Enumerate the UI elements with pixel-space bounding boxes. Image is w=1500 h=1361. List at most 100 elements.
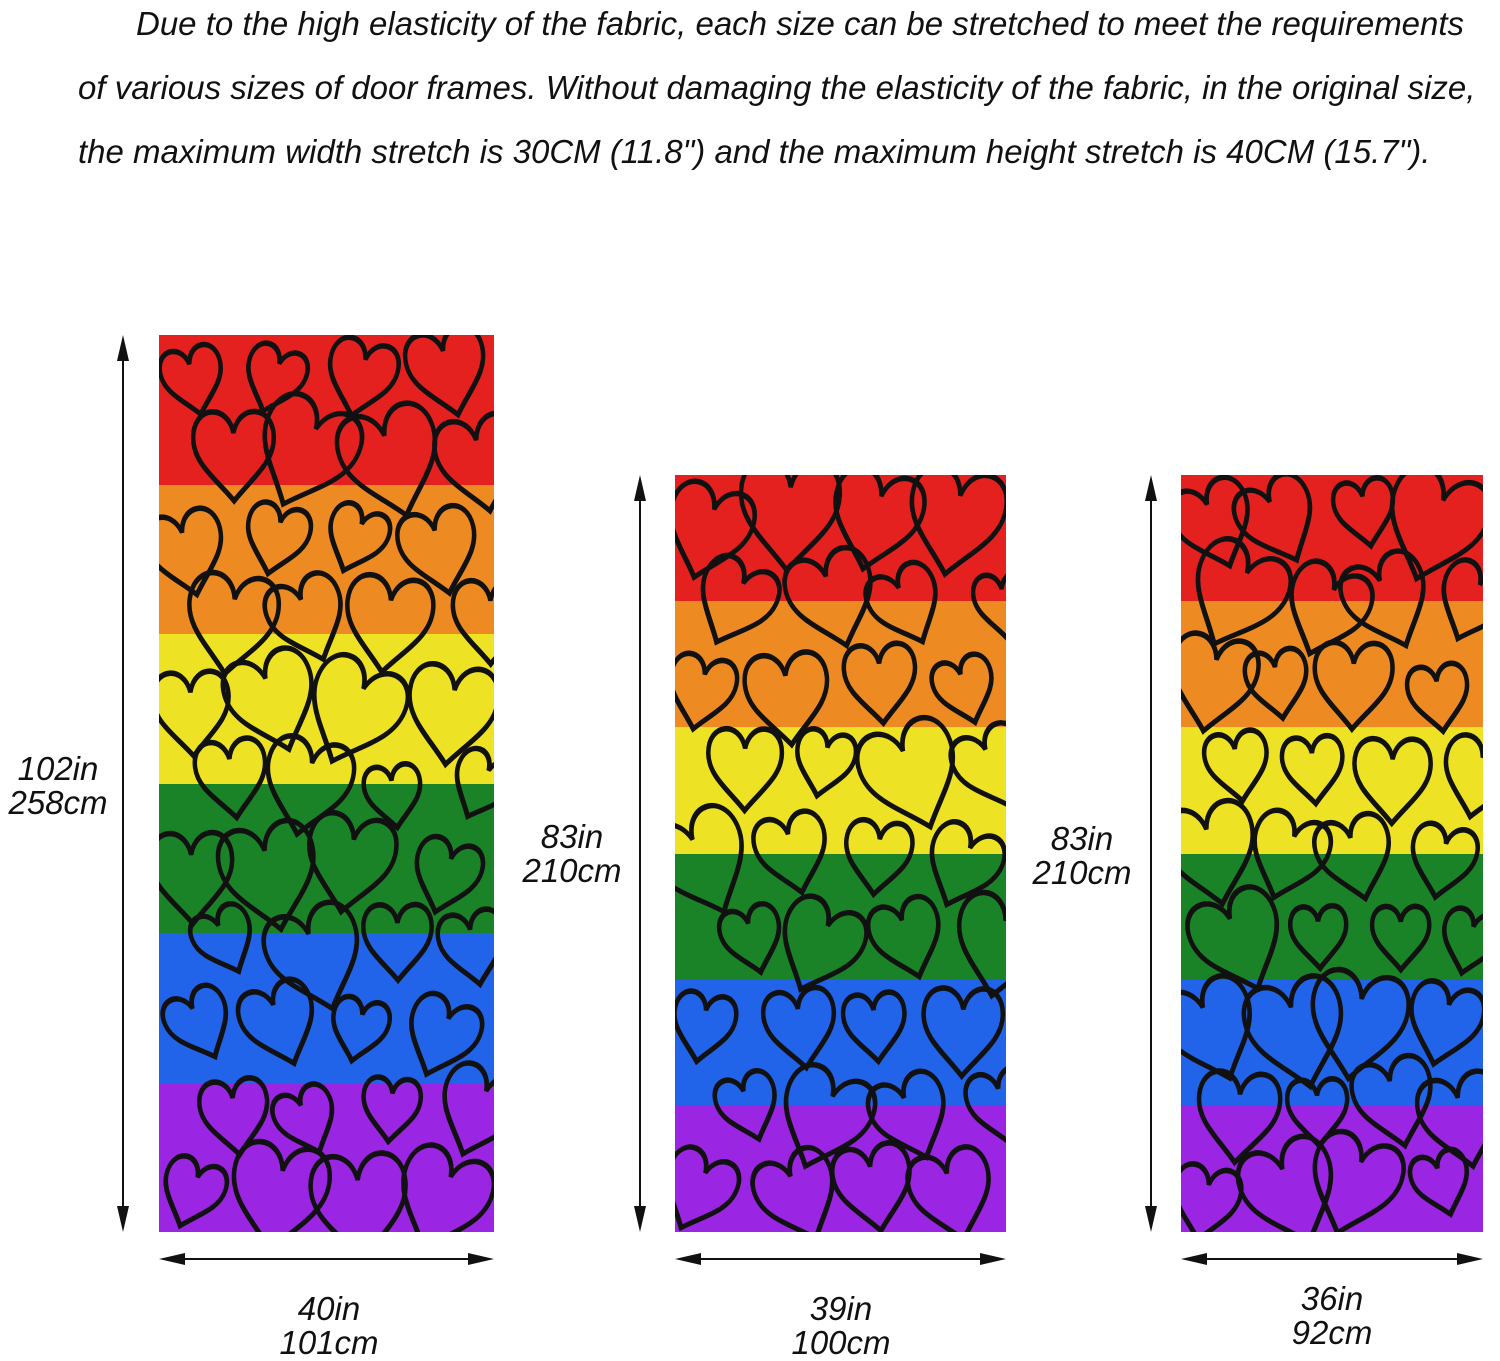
hearts-pattern <box>159 335 494 1232</box>
heart-outline <box>331 993 393 1065</box>
heart-outline <box>844 817 915 899</box>
heart-outline <box>231 1138 332 1232</box>
heart-outline <box>454 745 494 821</box>
heart-outline <box>675 988 739 1066</box>
heart-outline <box>956 889 1006 1000</box>
heart-outline <box>833 475 927 573</box>
width-inches: 40in <box>297 1290 361 1327</box>
heart-outline <box>1181 1161 1244 1232</box>
heart-outline <box>1407 1146 1470 1219</box>
heart-outline <box>971 569 1006 642</box>
height-label: 102in 258cm <box>0 752 116 820</box>
heart-outline <box>929 819 1006 909</box>
width-centimeters: 101cm <box>279 1324 379 1361</box>
heart-outline <box>675 650 740 733</box>
heart-outline <box>1443 732 1483 821</box>
heart-outline <box>761 984 837 1072</box>
heart-outline <box>1410 820 1480 902</box>
heart-outline <box>738 475 843 575</box>
hearts-pattern <box>675 475 1006 1232</box>
heart-outline <box>235 976 315 1068</box>
heart-outline <box>1181 475 1250 570</box>
heart-outline <box>1287 903 1349 973</box>
heart-outline <box>1338 548 1426 650</box>
height-label: 83in 210cm <box>1022 822 1142 890</box>
heart-outline <box>261 899 360 1013</box>
heart-outline <box>1369 903 1432 974</box>
heart-outline <box>401 1142 494 1232</box>
height-inches: 83in <box>1050 820 1114 857</box>
hearts-pattern <box>1181 475 1483 1232</box>
width-label: 39in 100cm <box>771 1292 911 1360</box>
heart-outline <box>1279 733 1345 808</box>
height-arrow <box>1145 475 1157 1232</box>
door-curtain-medium <box>675 475 1006 1232</box>
rainbow-stripes <box>675 475 1006 1232</box>
heart-outline <box>865 893 941 981</box>
heart-outline <box>188 901 253 975</box>
heart-outline <box>190 408 277 505</box>
heart-outline <box>395 502 477 597</box>
heart-outline <box>361 1074 423 1146</box>
heart-outline <box>435 906 494 989</box>
heart-outline <box>795 726 859 800</box>
heart-outline <box>700 552 782 646</box>
heart-outline <box>334 400 438 520</box>
heart-outline <box>402 335 486 419</box>
heart-outline <box>245 499 314 578</box>
heart-outline <box>1181 630 1261 735</box>
heart-outline <box>265 733 357 839</box>
heart-outline <box>948 720 1006 810</box>
heart-outline <box>1196 1068 1283 1167</box>
heart-outline <box>963 1064 1006 1148</box>
heart-outline <box>921 985 1006 1081</box>
heart-outline <box>1289 558 1375 658</box>
heart-outline <box>306 809 399 916</box>
height-arrow <box>117 335 129 1232</box>
heart-outline <box>1352 735 1433 828</box>
heart-outline <box>1310 966 1411 1083</box>
width-centimeters: 100cm <box>791 1324 891 1361</box>
heart-outline <box>220 645 314 754</box>
heart-outline <box>215 817 316 934</box>
heart-outline <box>262 391 365 508</box>
width-label: 36in 92cm <box>1262 1282 1402 1350</box>
width-label: 40in 101cm <box>259 1292 399 1360</box>
heart-outline <box>751 808 827 897</box>
width-inches: 36in <box>1300 1280 1364 1317</box>
width-inches: 39in <box>809 1290 873 1327</box>
heart-outline <box>712 1068 777 1143</box>
heart-outline <box>909 475 1006 578</box>
height-inches: 102in <box>17 750 99 787</box>
heart-outline <box>840 989 907 1066</box>
heart-outline <box>345 572 436 676</box>
description-text: Due to the high elasticity of the fabric… <box>78 5 1476 170</box>
height-centimeters: 258cm <box>8 784 108 821</box>
heart-outline <box>1441 905 1483 977</box>
heart-outline <box>1441 557 1483 643</box>
heart-outline <box>863 559 938 646</box>
heart-outline <box>1231 475 1313 564</box>
heart-outline <box>1312 810 1392 903</box>
heart-outline <box>783 1062 878 1170</box>
heart-outline <box>1312 1128 1406 1232</box>
heart-outline <box>742 649 830 749</box>
heart-outline <box>192 735 268 822</box>
heart-outline <box>782 544 873 650</box>
heart-outline <box>361 901 434 985</box>
heart-outline <box>1252 807 1334 902</box>
heart-outline <box>865 1068 946 1161</box>
heart-outline <box>1235 1133 1334 1232</box>
heart-outline <box>830 1140 912 1232</box>
heart-outline <box>1181 797 1256 908</box>
heart-outline <box>160 982 229 1061</box>
heart-outline <box>1330 475 1396 550</box>
heart-outline <box>432 410 494 515</box>
heart-outline <box>308 1150 408 1232</box>
heart-outline <box>1349 1052 1433 1150</box>
heart-outline <box>409 990 485 1078</box>
height-centimeters: 210cm <box>522 852 622 889</box>
heart-outline <box>706 725 785 815</box>
heart-outline <box>782 893 869 993</box>
heart-outline <box>1409 978 1483 1068</box>
